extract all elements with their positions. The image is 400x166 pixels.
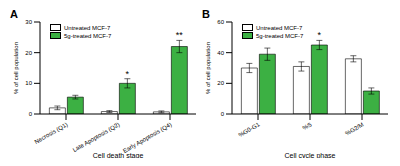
svg-text:20: 20 bbox=[217, 80, 224, 86]
svg-text:10: 10 bbox=[25, 80, 32, 86]
svg-text:%S: %S bbox=[302, 121, 313, 131]
svg-text:**: ** bbox=[176, 30, 184, 40]
svg-text:Necrosis (Q1): Necrosis (Q1) bbox=[34, 121, 69, 145]
svg-text:%G2/M: %G2/M bbox=[344, 121, 364, 136]
svg-text:*: * bbox=[318, 30, 322, 40]
svg-text:Cell death stage: Cell death stage bbox=[93, 152, 144, 158]
svg-text:Cell cycle phase: Cell cycle phase bbox=[285, 152, 336, 158]
svg-text:Late Apoptosis (Q2): Late Apoptosis (Q2) bbox=[72, 121, 121, 153]
html-text:B: B bbox=[202, 8, 210, 20]
html-text:Untreated MCF-7: Untreated MCF-7 bbox=[64, 24, 111, 31]
svg-text:% of cell population: % of cell population bbox=[205, 42, 211, 94]
svg-text:0: 0 bbox=[221, 111, 225, 117]
svg-text:Early Apoptosis (Q4): Early Apoptosis (Q4) bbox=[122, 121, 173, 154]
svg-text:% of cell population: % of cell population bbox=[13, 42, 19, 94]
svg-text:20: 20 bbox=[25, 50, 32, 56]
svg-text:30: 30 bbox=[25, 19, 32, 25]
html-text:A: A bbox=[10, 8, 18, 20]
svg-text:60: 60 bbox=[217, 19, 224, 25]
svg-text:0: 0 bbox=[29, 111, 33, 117]
html-text:5g-treated MCF-7: 5g-treated MCF-7 bbox=[256, 32, 304, 39]
html-text:5g-treated MCF-7: 5g-treated MCF-7 bbox=[64, 32, 112, 39]
svg-text:%G0-G1: %G0-G1 bbox=[237, 121, 261, 138]
svg-text:40: 40 bbox=[217, 50, 224, 56]
html-text:Untreated MCF-7: Untreated MCF-7 bbox=[256, 24, 303, 31]
svg-text:*: * bbox=[126, 69, 130, 79]
